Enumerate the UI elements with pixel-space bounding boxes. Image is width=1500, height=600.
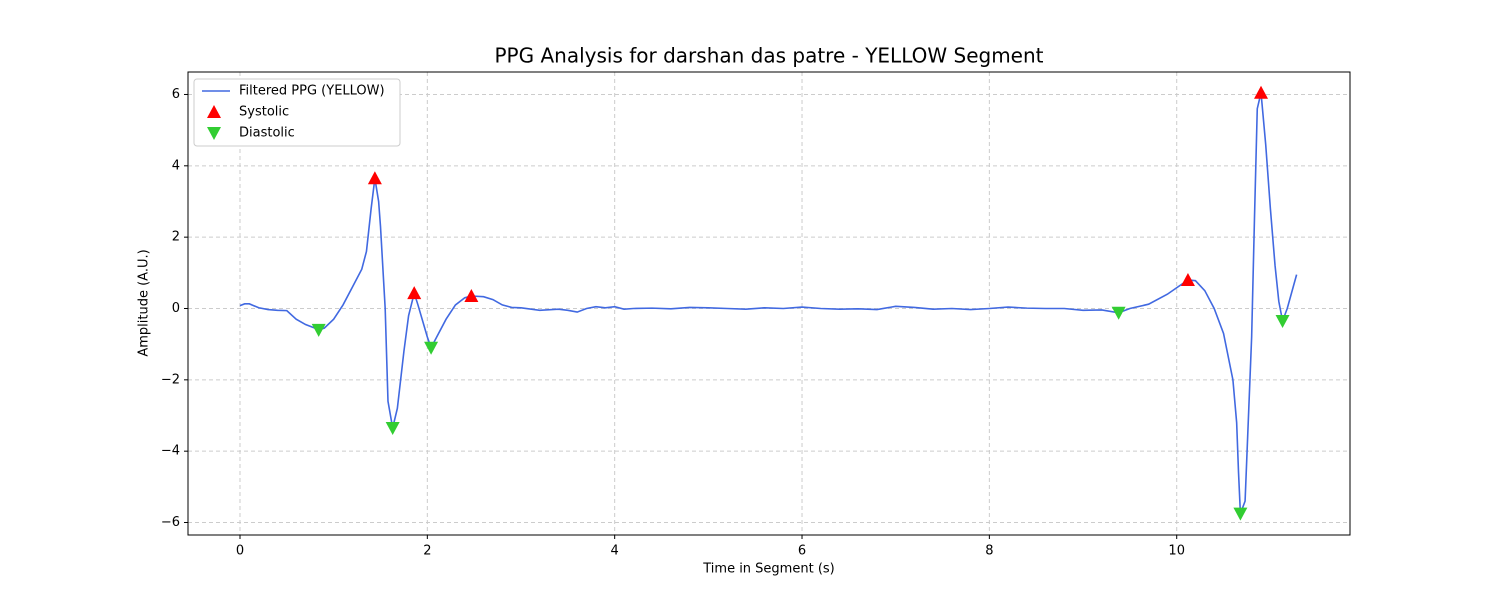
x-tick-label: 10 (1168, 544, 1185, 559)
peak-marker (311, 323, 326, 337)
x-tick-label: 2 (423, 544, 431, 559)
peak-marker (1233, 507, 1248, 521)
y-tick-label: −4 (161, 444, 180, 459)
legend-box (193, 78, 401, 147)
y-tick-label: 0 (172, 301, 180, 316)
ppg-line (239, 92, 1298, 514)
peak-marker (1111, 306, 1126, 320)
x-tick-label: 8 (985, 544, 993, 559)
peak-marker (424, 341, 439, 355)
peak-marker (1254, 85, 1269, 99)
legend-swatch (207, 105, 221, 118)
peak-marker (464, 289, 479, 303)
y-tick-label: 4 (172, 158, 180, 173)
x-tick-label: 4 (611, 544, 619, 559)
chart-title: PPG Analysis for darshan das patre - YEL… (495, 44, 1044, 68)
legend-label: Diastolic (239, 126, 295, 141)
y-tick-label: −2 (161, 372, 180, 387)
x-tick-label: 0 (236, 544, 244, 559)
legend-label: Filtered PPG (YELLOW) (239, 84, 385, 99)
peak-marker (385, 421, 400, 435)
x-axis-label: Time in Segment (s) (702, 562, 834, 577)
peak-marker (367, 171, 382, 185)
peak-marker (1275, 314, 1290, 328)
y-tick-label: 2 (172, 230, 180, 245)
peak-marker (1180, 272, 1195, 286)
y-tick-label: 6 (172, 87, 180, 102)
legend-swatch (207, 127, 221, 140)
legend-label: Systolic (239, 105, 289, 120)
x-tick-label: 6 (798, 544, 806, 559)
y-tick-label: −6 (161, 515, 180, 530)
y-axis-label: Amplitude (A.U.) (137, 249, 152, 356)
peak-marker (407, 286, 422, 300)
plot-frame (187, 71, 1351, 536)
